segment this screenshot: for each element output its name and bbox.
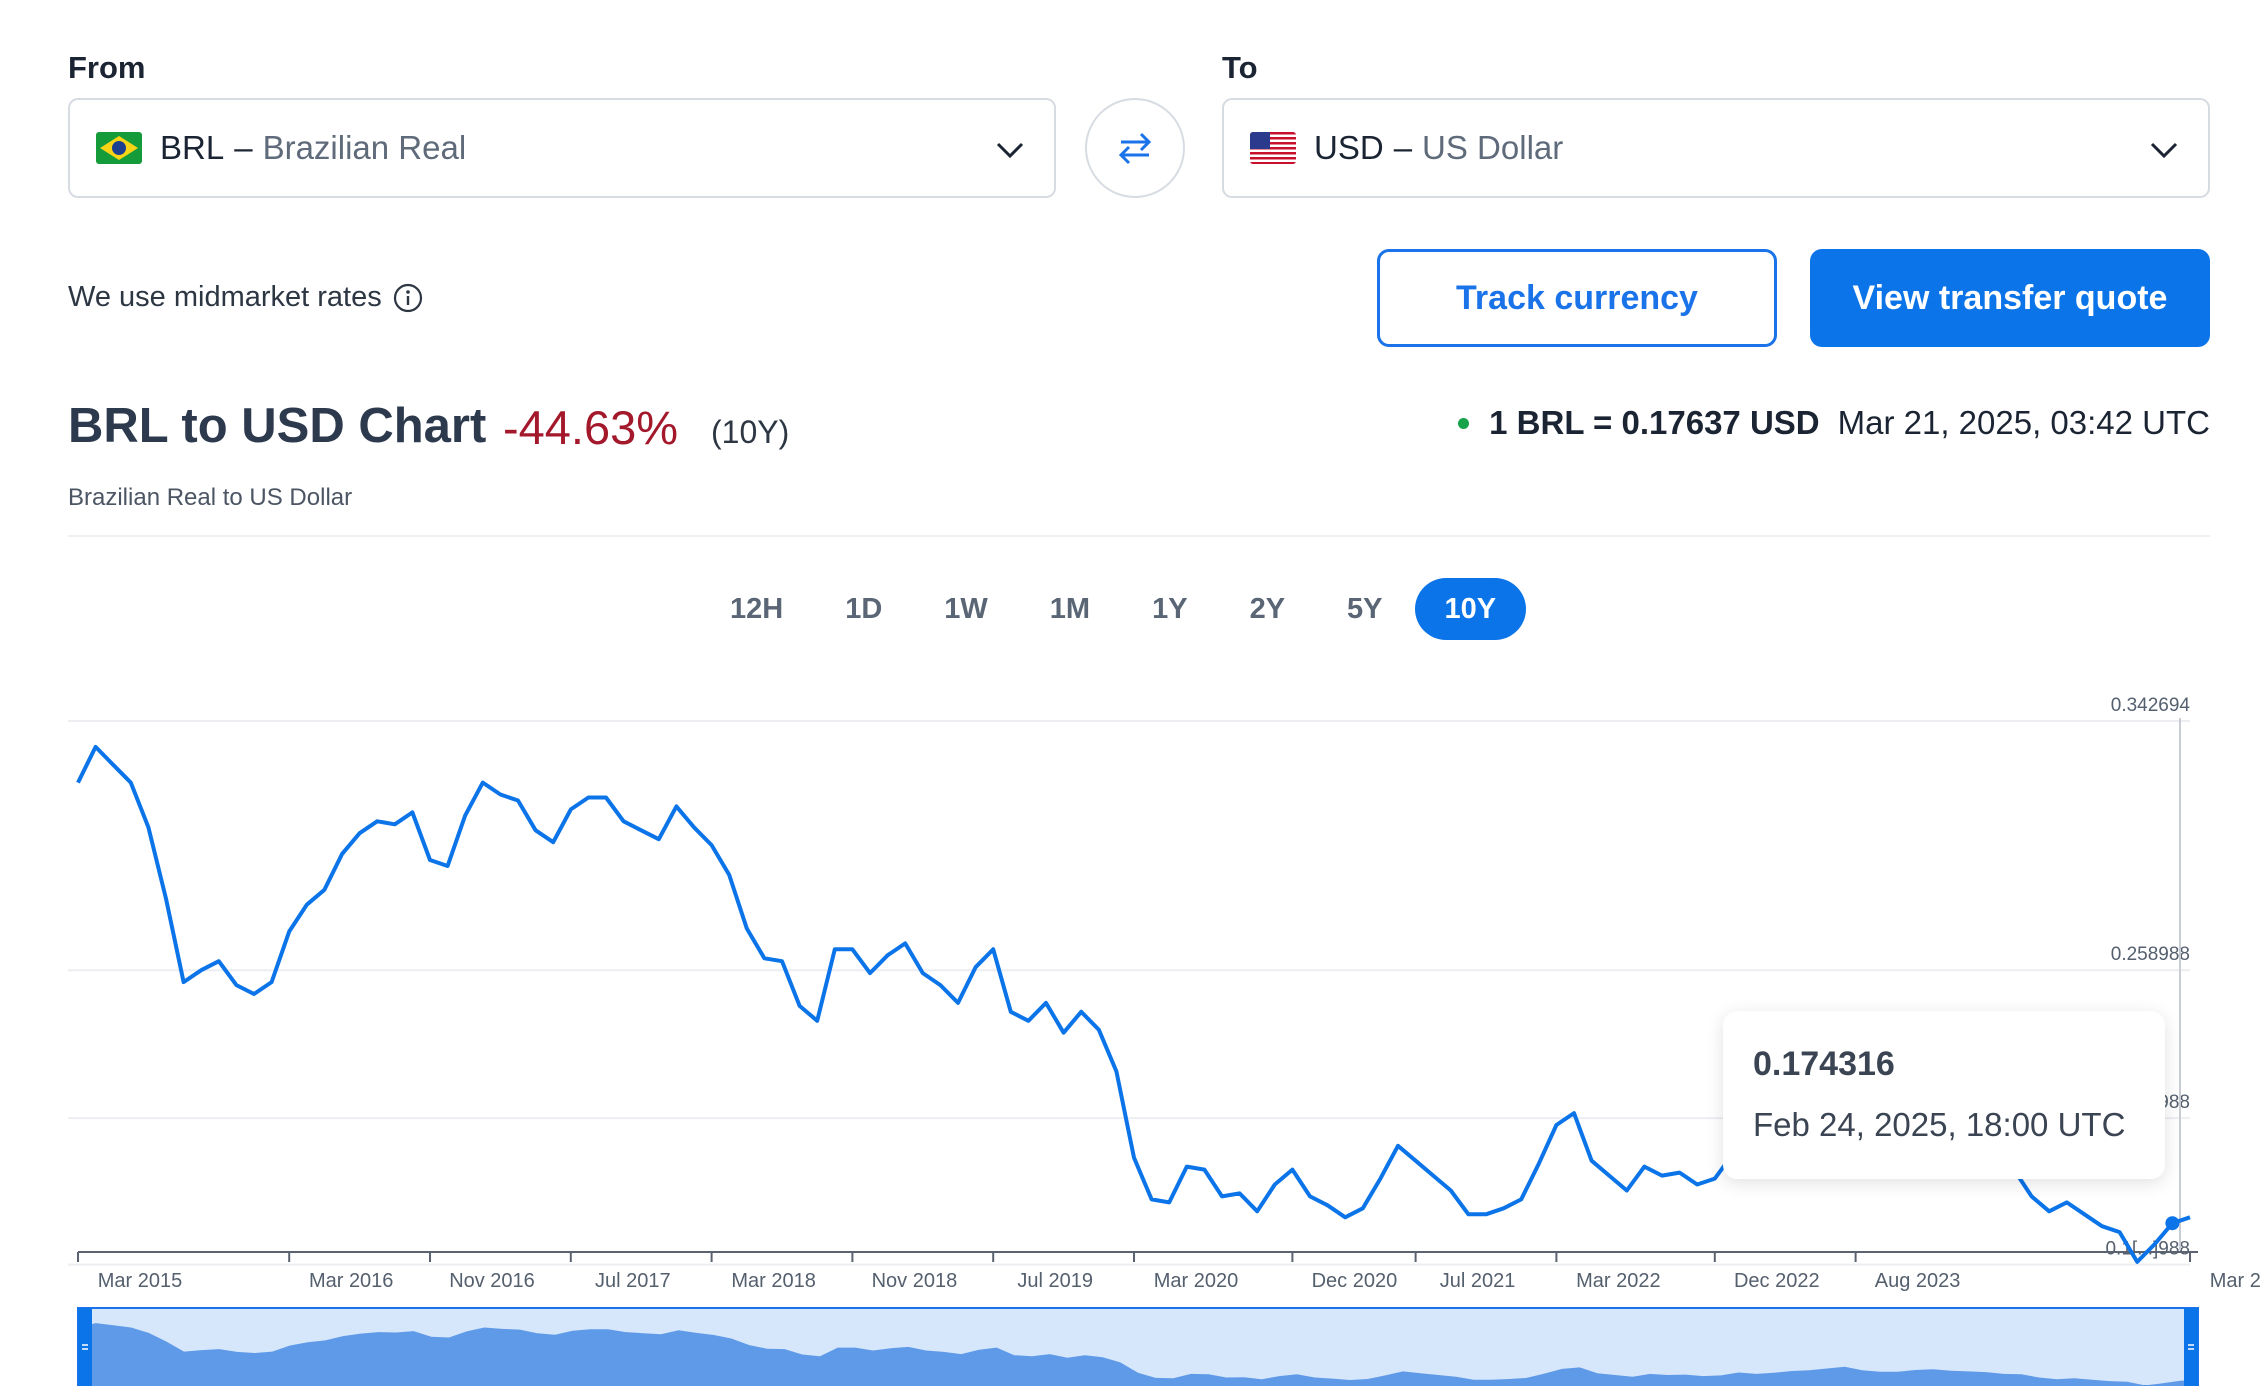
- info-icon[interactable]: [392, 282, 424, 314]
- navigator-left-handle[interactable]: [78, 1308, 92, 1386]
- header-divider: [68, 535, 2210, 537]
- swap-arrows-icon: [1118, 132, 1152, 165]
- chevron-down-icon: [996, 142, 1024, 159]
- chart-tooltip: 0.174316 Feb 24, 2025, 18:00 UTC: [1723, 1011, 2165, 1179]
- from-label: From: [68, 50, 146, 85]
- x-tick-label: Jul 2019: [1017, 1270, 1093, 1292]
- from-currency-dash: –: [234, 129, 253, 166]
- y-tick-label: 0.342694: [2111, 695, 2191, 716]
- track-currency-button[interactable]: Track currency: [1377, 249, 1777, 347]
- tab-1m[interactable]: 1M: [1049, 592, 1091, 625]
- midmarket-text: We use midmarket rates: [68, 281, 382, 313]
- tooltip-value: 0.174316: [1753, 1045, 1895, 1083]
- range-navigator[interactable]: [77, 1307, 2199, 1386]
- to-currency-dash: –: [1393, 129, 1413, 166]
- tab-2y[interactable]: 2Y: [1249, 592, 1286, 625]
- rate-series: [76, 744, 2191, 1264]
- current-rate: 1 BRL = 0.17637 USD Mar 21, 2025, 03:42 …: [1458, 404, 2210, 442]
- to-currency-select[interactable]: USD – US Dollar: [1222, 98, 2210, 198]
- from-currency-select[interactable]: BRL – Brazilian Real: [68, 98, 1056, 198]
- hover-point: [2165, 1216, 2180, 1231]
- tab-1w[interactable]: 1W: [944, 592, 988, 625]
- view-transfer-quote-button[interactable]: View transfer quote: [1810, 249, 2210, 347]
- tab-5y[interactable]: 5Y: [1347, 592, 1383, 625]
- chart-grid: [68, 720, 2190, 1266]
- to-label: To: [1222, 50, 1258, 85]
- tooltip-time: Feb 24, 2025, 18:00 UTC: [1753, 1106, 2126, 1143]
- x-tick-label: Dec 2022: [1734, 1270, 1820, 1292]
- rate-value: 1 BRL = 0.17637 USD: [1489, 404, 1820, 441]
- x-tick-label: Mar 2015: [98, 1270, 183, 1292]
- x-tick-label: Jul 2021: [1440, 1270, 1516, 1292]
- percent-change: -44.63%: [503, 401, 679, 454]
- from-currency-code: BRL: [160, 129, 225, 166]
- y-tick-label: 0.258988: [2111, 944, 2190, 965]
- rate-timestamp: Mar 21, 2025, 03:42 UTC: [1837, 404, 2210, 441]
- x-tick-label: Jul 2017: [595, 1270, 671, 1292]
- chevron-down-icon: [2150, 142, 2178, 159]
- x-tick-label: Dec 2020: [1312, 1270, 1398, 1292]
- period-tabs: 12H 1D 1W 1M 1Y 2Y 5Y 10Y: [700, 578, 1528, 640]
- x-tick-label: Mar 2018: [731, 1270, 816, 1292]
- x-tick-label: Mar 2025: [2210, 1270, 2260, 1292]
- chart-title: BRL to USD Chart: [68, 399, 487, 453]
- navigator-area: [78, 1323, 2198, 1386]
- live-status-dot: [1458, 417, 1470, 429]
- x-tick-label: Mar 2020: [1154, 1270, 1239, 1292]
- x-tick-label: Nov 2016: [449, 1270, 535, 1292]
- x-axis: Mar 2015 Mar 2016 Nov 2016 Jul 2017 Mar 2018…: [77, 718, 2260, 1292]
- tab-10y[interactable]: 10Y: [1414, 578, 1527, 640]
- chart-subtitle: Brazilian Real to US Dollar: [68, 484, 353, 511]
- to-currency-name: US Dollar: [1422, 129, 1564, 166]
- us-flag-icon: [1250, 132, 1296, 164]
- swap-currencies-button[interactable]: [1085, 98, 1185, 198]
- x-tick-label: Nov 2018: [872, 1270, 958, 1292]
- tab-12h[interactable]: 12H: [730, 592, 784, 625]
- navigator-right-handle[interactable]: [2184, 1308, 2198, 1386]
- midmarket-info: We use midmarket rates: [68, 281, 424, 314]
- brazil-flag-icon: [96, 132, 142, 164]
- from-currency-name: Brazilian Real: [262, 129, 467, 166]
- to-currency-code: USD: [1314, 129, 1384, 166]
- percent-change-period: (10Y): [711, 414, 790, 450]
- x-tick-label: Mar 2016: [309, 1270, 394, 1292]
- x-tick-label: Aug 2023: [1875, 1270, 1961, 1292]
- tab-1d[interactable]: 1D: [845, 592, 883, 625]
- x-tick-label: Mar 2022: [1576, 1270, 1661, 1292]
- tab-1y[interactable]: 1Y: [1152, 592, 1188, 625]
- rate-line: [76, 744, 2191, 1264]
